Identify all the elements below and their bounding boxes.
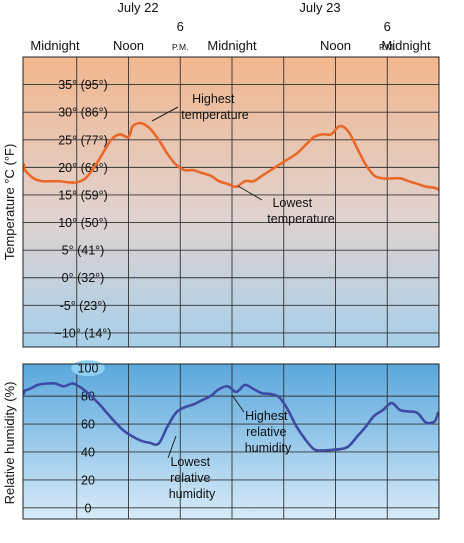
temperature-tick-label: 25° (77°): [58, 133, 108, 147]
lowest-humidity-annotation: Lowest relative humidity: [167, 435, 216, 501]
annotation-line: temperature: [267, 212, 334, 226]
time-axis-label: 6: [177, 19, 184, 34]
lowest-temperature-annotation: Lowest temperature: [237, 185, 335, 226]
temperature-plot-background: [23, 57, 439, 347]
svg-text:Highest temperature: Highest temperature: [181, 92, 248, 122]
highest-temperature-annotation: Highest temperature: [151, 92, 249, 122]
svg-text:Lowest temperature: Lowest temperature: [267, 196, 334, 226]
annotation-line: temperature: [181, 108, 248, 122]
time-axis-label: Midnight: [381, 38, 431, 53]
temperature-gridlines: [23, 57, 439, 347]
temperature-tick-label: 15° (59°): [58, 188, 108, 202]
temperature-tick-label: 20° (68°): [58, 161, 108, 175]
time-axis-label: Noon: [113, 38, 144, 53]
annotation-leader: [231, 394, 245, 413]
annotation-line: Lowest: [272, 196, 312, 210]
temperature-axis-label: Temperature °C (°F): [2, 144, 17, 261]
svg-text:Lowest relative hu: Lowest relative humidity: [169, 455, 216, 501]
annotation-leader: [151, 106, 179, 122]
humidity-axis-label: Relative humidity (%): [2, 382, 17, 505]
time-axis-label: 6: [384, 19, 391, 34]
humidity-tick-label: 0: [85, 501, 92, 515]
annotation-line: Highest: [192, 92, 235, 106]
temperature-tick-label: 5° (41°): [62, 244, 105, 258]
date-label: July 22: [117, 0, 158, 15]
svg-text:Highest relative h: Highest relative humidity: [245, 409, 292, 455]
time-axis-sublabel: P.M.: [379, 42, 395, 52]
humidity-tick-label: 60: [81, 418, 95, 432]
annotation-line: humidity: [245, 441, 292, 455]
humidity-line: [22, 381, 440, 452]
temperature-tick-label: −10° (14°): [55, 326, 112, 340]
time-axis-sublabel: P.M.: [172, 42, 188, 52]
annotation-line: relative: [170, 471, 210, 485]
highest-humidity-annotation: Highest relative humidity: [231, 394, 292, 455]
temperature-tick-label: 0° (32°): [62, 271, 105, 285]
annotation-line: Highest: [245, 409, 288, 423]
temperature-plot-border: [22, 56, 440, 348]
humidity-plot-border: [22, 363, 440, 520]
temperature-tick-label: 10° (50°): [58, 216, 108, 230]
time-axis-label: Noon: [320, 38, 351, 53]
date-label: July 23: [299, 0, 340, 15]
annotation-line: humidity: [169, 487, 216, 501]
annotation-line: relative: [246, 425, 286, 439]
temperature-tick-label: -5° (23°): [60, 299, 107, 313]
time-axis-label: Midnight: [30, 38, 80, 53]
temperature-line: [22, 121, 440, 191]
annotation-leader: [237, 185, 263, 201]
date-labels: July 22 July 23: [117, 0, 340, 15]
annotation-line: Lowest: [170, 455, 210, 469]
humidity-tick-label: 20: [81, 473, 95, 487]
humidity-tick-label: 80: [81, 390, 95, 404]
humidity-tick-label: 100: [78, 362, 99, 376]
temperature-tick-label: 35° (95°): [58, 78, 108, 92]
time-axis-label: Midnight: [207, 38, 257, 53]
humidity-tick-label: 40: [81, 445, 95, 459]
annotation-leader: [167, 435, 177, 459]
temperature-tick-label: 30° (86°): [58, 106, 108, 120]
